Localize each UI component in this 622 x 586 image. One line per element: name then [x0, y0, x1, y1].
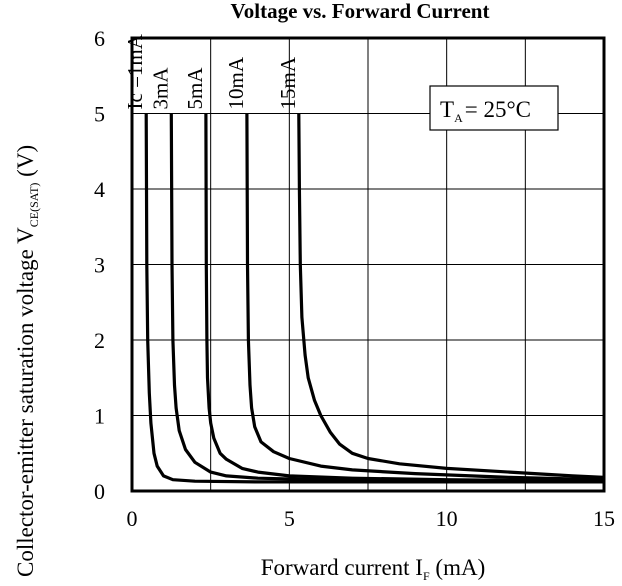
- y-tick-label: 1: [94, 404, 105, 429]
- svg-text:TA= 25°C: TA= 25°C: [440, 97, 531, 125]
- plot-frame: [130, 36, 606, 493]
- x-axis-label-subscript: F: [423, 569, 430, 583]
- series-line: [297, 113, 605, 479]
- x-tick-label: 10: [436, 506, 458, 531]
- tick-labels: 0 1 2 3 4 5 6 0 5 10 15: [94, 26, 615, 531]
- y-tick-label: 2: [94, 328, 105, 353]
- grid: [132, 38, 604, 491]
- x-axis-label-unit: (mA): [430, 555, 486, 580]
- y-axis-label: Collector-emitter saturation voltage VCE…: [13, 145, 41, 577]
- series-label: 15mA: [276, 56, 300, 109]
- y-axis-label-subscript: CE(SAT): [27, 183, 41, 228]
- y-tick-label: 0: [94, 479, 105, 504]
- series-line: [204, 113, 605, 483]
- series-line: [245, 113, 605, 482]
- x-axis-label: Forward current IF (mA): [261, 555, 485, 583]
- series-label: Ic =1mA: [123, 33, 147, 109]
- x-tick-label: 15: [593, 506, 615, 531]
- chart-title: Voltage vs. Forward Current: [231, 0, 490, 23]
- temperature-annotation: TA= 25°C: [429, 85, 559, 131]
- y-axis-label-unit: (V): [13, 145, 38, 183]
- series-line: [144, 113, 604, 484]
- series-labels: Ic =1mA 3mA 5mA 10mA 15mA: [123, 33, 300, 109]
- y-tick-label: 5: [94, 102, 105, 127]
- y-tick-label: 4: [94, 177, 105, 202]
- annotation-rest: = 25°C: [465, 97, 531, 122]
- y-tick-label: 3: [94, 253, 105, 278]
- x-tick-label: 0: [127, 506, 138, 531]
- annotation-text: T: [440, 97, 454, 122]
- x-axis-label-main: Forward current I: [261, 555, 423, 580]
- y-axis-label-main: Collector-emitter saturation voltage V: [13, 227, 38, 577]
- series-label: 5mA: [183, 67, 207, 110]
- series-label: 3mA: [148, 67, 172, 110]
- series-line: [169, 113, 605, 484]
- series-label: 10mA: [224, 56, 248, 109]
- x-tick-label: 5: [284, 506, 295, 531]
- y-tick-label: 6: [94, 26, 105, 51]
- annotation-box: [429, 85, 559, 131]
- series-lines: [144, 113, 605, 484]
- annotation-subscript: A: [454, 111, 463, 125]
